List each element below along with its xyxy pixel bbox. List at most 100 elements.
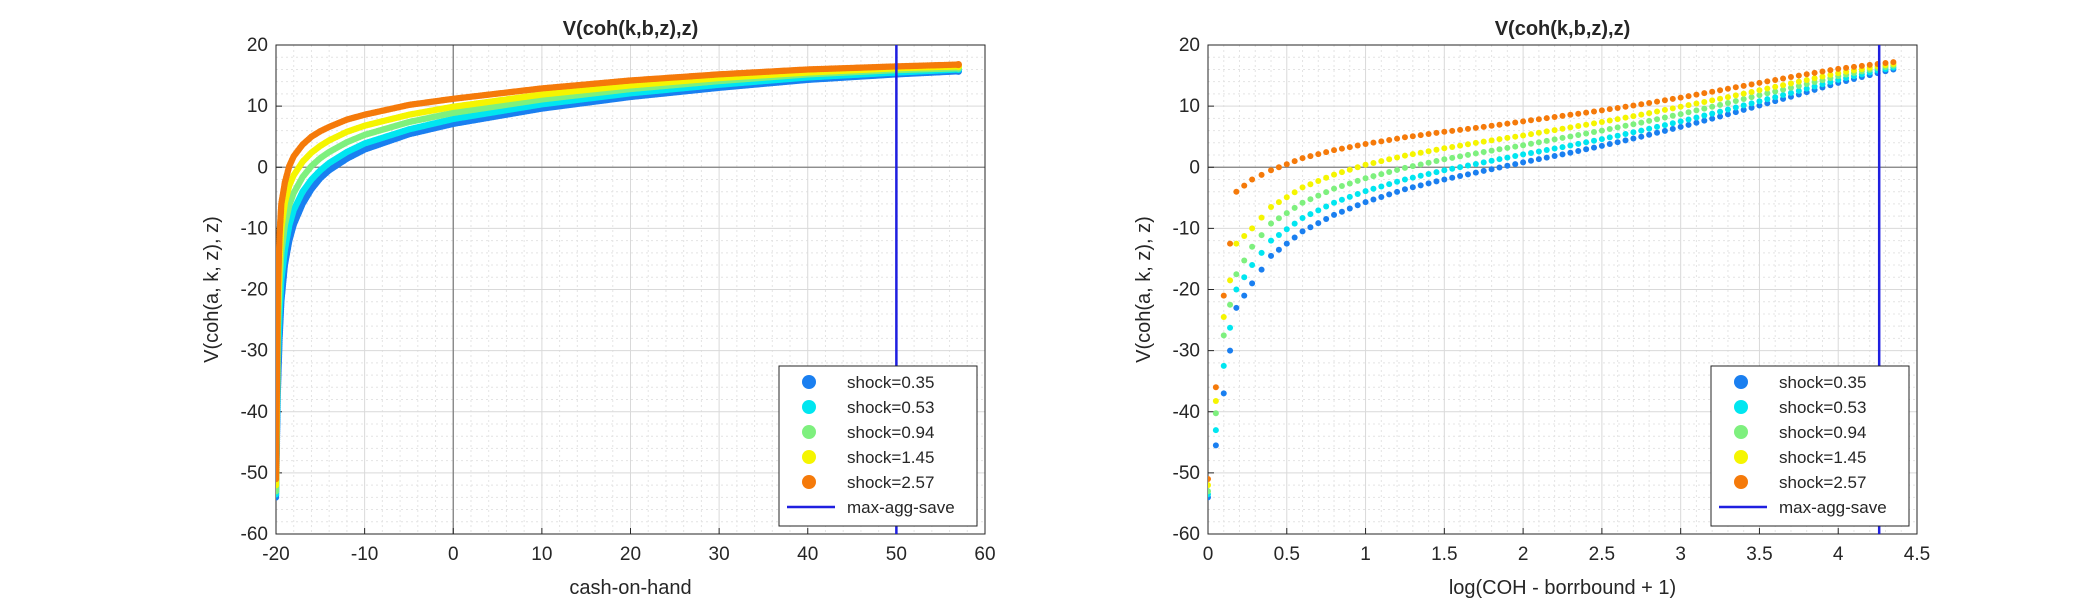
data-point [1433,158,1440,165]
data-point [1543,137,1550,144]
data-point [1480,159,1487,166]
data-point [1614,132,1621,139]
data-point [1394,178,1401,185]
data-point [1527,140,1534,147]
data-point [1677,111,1684,118]
data-point [1488,137,1495,144]
data-point [1575,131,1582,138]
data-point [1409,151,1416,158]
data-point [1614,124,1621,131]
data-point [1241,274,1248,281]
data-point [1535,156,1542,163]
data-point [1354,142,1361,149]
data-point [1291,158,1298,165]
data-point [1630,135,1637,142]
data-point [1598,119,1605,126]
data-point [1425,170,1432,177]
data-point [1394,154,1401,161]
data-point [1724,85,1731,92]
data-point [1787,80,1794,87]
data-point [1661,106,1668,113]
data-point [1249,262,1256,269]
data-point [1740,102,1747,109]
data-point [1386,181,1393,188]
data-point [1504,162,1511,169]
data-point [1307,196,1314,203]
data-point [1543,128,1550,135]
data-point [1208,475,1211,482]
data-point [1535,139,1542,146]
legend-label: max-agg-save [1779,498,1887,517]
data-point [1677,118,1684,125]
data-point [1669,105,1676,112]
data-point [1819,73,1826,80]
x-tick-label: 10 [531,544,552,565]
data-point [1291,234,1298,241]
data-point [1559,134,1566,141]
data-point [1425,148,1432,155]
data-point [1362,175,1369,182]
data-point [1567,111,1574,118]
data-point [1346,205,1353,212]
legend-label: shock=0.94 [847,423,934,442]
data-point [1772,83,1779,90]
data-point [1559,112,1566,119]
data-point [1449,127,1456,134]
data-point [1307,211,1314,218]
legend-label: shock=1.45 [847,448,934,467]
data-point [1220,390,1227,397]
data-point [1394,188,1401,195]
data-point [1249,176,1256,183]
data-point [1512,133,1519,140]
data-point [1551,153,1558,160]
data-point [1307,181,1314,188]
data-point [1457,126,1464,133]
data-point [1866,61,1873,68]
data-point [1401,134,1408,141]
data-point [1732,84,1739,91]
data-point [1346,193,1353,200]
data-point [1512,143,1519,150]
data-point [1646,99,1653,106]
data-point [1283,210,1290,217]
data-point [1323,216,1330,223]
data-point [1709,88,1716,95]
legend-label: shock=0.53 [847,398,934,417]
data-point [1764,78,1771,85]
data-point [1315,178,1322,185]
chart-title: V(coh(k,b,z),z) [1495,18,1631,40]
right-chart: V(coh(k,b,z),z) log(COH - borrbound + 1)… [1133,18,1930,599]
data-point [1233,271,1240,278]
data-point [1331,147,1338,154]
data-point [1220,314,1227,321]
data-point [1780,92,1787,99]
data-point [1268,237,1275,244]
x-tick-label: 2.5 [1589,544,1615,565]
data-point [1882,60,1889,67]
y-tick-label: -40 [1173,402,1200,423]
data-point [1378,138,1385,145]
data-point [1756,92,1763,99]
data-point [1732,109,1739,116]
data-point [1512,119,1519,126]
data-point [1338,169,1345,176]
legend-marker [1734,425,1748,439]
data-point [1764,96,1771,103]
y-tick-label: 10 [247,96,268,117]
data-point [1685,116,1692,123]
data-point [1535,116,1542,123]
legend: shock=0.35 shock=0.53 shock=0.94 shock=1.45… [778,365,978,527]
data-point [1283,161,1290,168]
legend-marker [802,425,816,439]
legend-label: shock=1.45 [1779,448,1866,467]
data-point [1606,117,1613,124]
x-tick-label: 0 [1203,544,1214,565]
data-point [1457,173,1464,180]
data-point [1433,129,1440,136]
data-point [1233,304,1240,311]
data-point [1803,71,1810,78]
data-point [1370,173,1377,180]
series-shock=2.57 [276,60,963,483]
y-tick-label: -10 [241,218,268,239]
